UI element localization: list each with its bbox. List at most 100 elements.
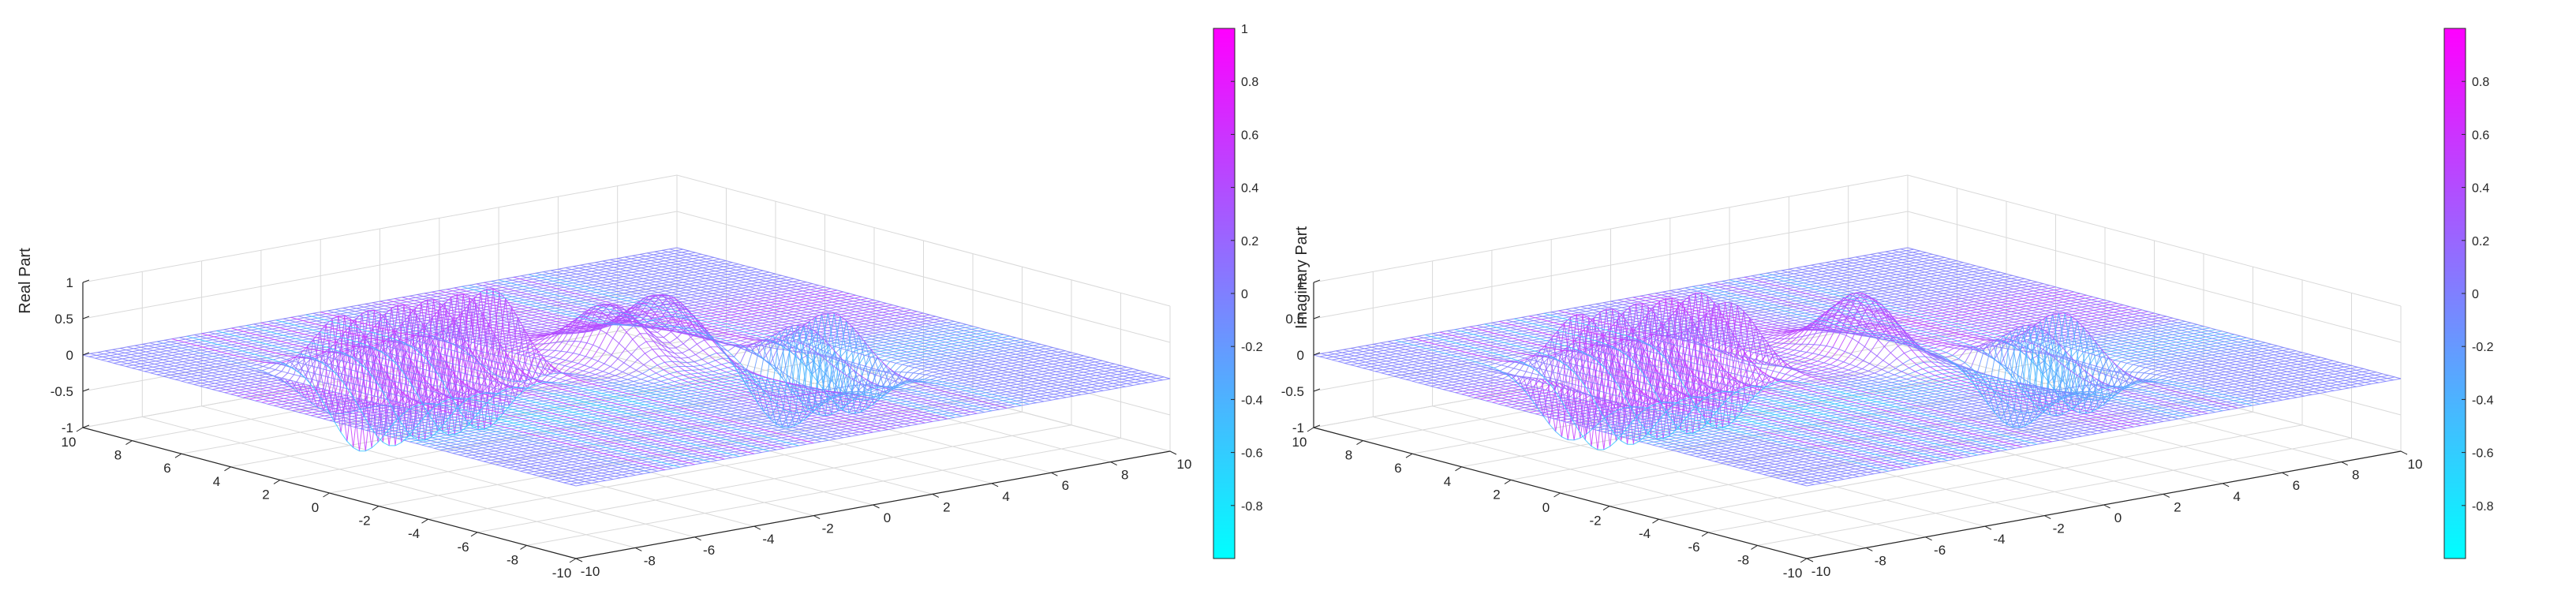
y-tick-label: -4 [1639, 526, 1651, 541]
y-tick-label: -10 [552, 566, 572, 581]
x-tick [2341, 461, 2348, 466]
mesh-line [1543, 312, 2037, 445]
mesh-line [1669, 290, 2163, 422]
z-tick [82, 352, 90, 356]
mesh-line [253, 323, 747, 456]
y-tick [1307, 427, 1314, 432]
y-tick [520, 544, 527, 550]
mesh-line [208, 331, 703, 464]
mesh-line [201, 310, 695, 465]
mesh-line [476, 283, 970, 416]
mesh-line [312, 312, 806, 445]
mesh-line [424, 293, 918, 425]
mesh-line [1684, 287, 2178, 420]
mesh-line [1536, 314, 2030, 446]
mesh-line [268, 321, 762, 453]
colorbar-tick-label: -0.4 [1241, 394, 1263, 407]
z-tick-labels: -1 -0.5 0 0.5 1 [1281, 275, 1321, 435]
colorbar: -0.8 -0.6 -0.4 -0.2 0 0.2 0.4 0.6 0.8 1 [1213, 23, 1263, 559]
mesh-line [1714, 282, 2208, 414]
y-tick-labels: -10 -8 -6 -4 -2 0 2 4 6 8 10 [62, 427, 577, 581]
mesh-line [1878, 252, 2372, 385]
mesh-line [402, 297, 895, 429]
x-tick [575, 558, 583, 562]
x-tick [1984, 525, 1992, 530]
z-axis-label: Imaginary Part [1293, 226, 1310, 329]
x-tick [753, 525, 761, 530]
y-tick [1602, 506, 1610, 511]
mesh-line [1744, 276, 2238, 409]
mesh-line [142, 343, 636, 476]
z-tick [1313, 352, 1321, 356]
mesh-line [1610, 301, 2104, 433]
x-tick-label: 10 [1177, 457, 1192, 472]
mesh-line [676, 247, 1171, 379]
mesh-line [1767, 272, 2260, 405]
mesh-line [573, 266, 1067, 398]
x-tick-label: -4 [762, 532, 774, 547]
x-tick-label: 8 [1121, 468, 1128, 483]
mesh-line [1395, 339, 1889, 472]
z-tick [1313, 388, 1321, 392]
mesh-line [156, 341, 651, 473]
x-tick-label: 4 [2233, 489, 2240, 504]
mesh-line [1811, 264, 2305, 397]
mesh-line [528, 274, 1022, 414]
y-tick-label: 10 [1292, 435, 1307, 450]
mesh-line [1729, 279, 2223, 417]
mesh-line [1462, 327, 1956, 460]
mesh-line [1358, 346, 1852, 479]
mesh-line [1565, 308, 2060, 441]
colorbar-tick-label: -0.8 [2472, 500, 2494, 514]
y-tick [273, 479, 281, 484]
mesh-line [1321, 353, 1815, 485]
mesh-line [97, 352, 591, 484]
mesh-line [1447, 330, 1941, 462]
z-tick [82, 316, 90, 319]
mesh-line [149, 342, 643, 475]
mesh-line [521, 275, 1015, 408]
z-tick-label: -1 [62, 420, 73, 435]
x-tick-label: 2 [2174, 499, 2181, 514]
mesh-line [350, 306, 843, 439]
mesh-line [112, 349, 606, 481]
x-tick [873, 504, 880, 509]
mesh-line [1343, 349, 1837, 481]
mesh-line [647, 252, 1141, 385]
mesh-line [654, 251, 1148, 383]
mesh-line [1640, 292, 2134, 428]
mesh-line [275, 319, 769, 452]
mesh-line [617, 258, 1111, 390]
y-tick-label: 4 [1444, 474, 1451, 489]
z-tick-label: 1 [66, 275, 73, 290]
x-tick-label: -10 [1811, 564, 1831, 579]
x-tick-label: -8 [644, 553, 656, 568]
colorbar-tick-label: -0.4 [2472, 394, 2494, 407]
mesh-line [543, 271, 1037, 404]
mesh-line [1425, 334, 1919, 466]
mesh-line [624, 256, 1119, 389]
x-tick [1866, 547, 1873, 551]
mesh-line [632, 255, 1126, 387]
mesh-line [1692, 286, 2186, 428]
grid-line [477, 424, 1072, 533]
mesh-line [1469, 303, 1963, 458]
mesh-line [231, 304, 725, 460]
mesh-line [1893, 249, 2387, 382]
y-tick-label: -10 [1783, 566, 1803, 581]
x-tick-label: 10 [2408, 457, 2423, 472]
colorbar-tick-label: -0.8 [1241, 500, 1263, 514]
y-tick [1751, 544, 1758, 550]
z-tick [82, 424, 90, 428]
x-tick-label: 0 [2114, 510, 2122, 525]
y-tick-label: 0 [1542, 500, 1550, 515]
y-tick-label: 10 [62, 435, 77, 450]
mesh-line [1662, 291, 2156, 424]
mesh-line [1499, 297, 1993, 453]
surface-mesh [82, 247, 1171, 487]
mesh-line [1907, 247, 2402, 379]
x-tick [1925, 536, 1932, 541]
x-tick [1110, 461, 1117, 466]
colorbar-tick-label: 0.4 [1241, 182, 1258, 196]
